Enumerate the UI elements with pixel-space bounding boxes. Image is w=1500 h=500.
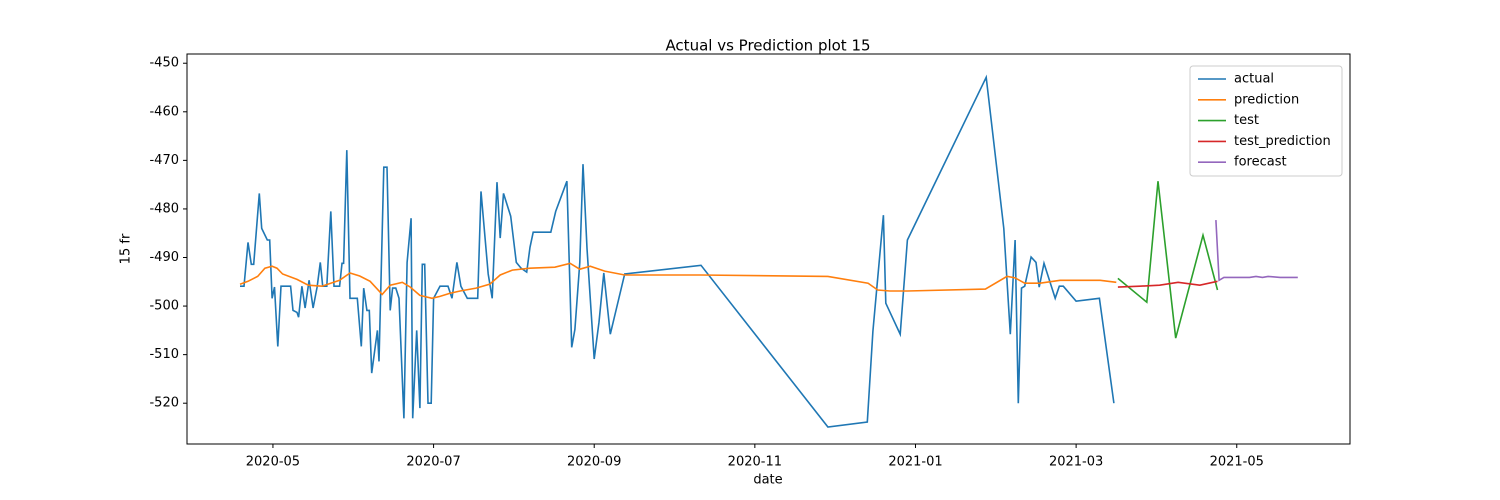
x-axis-label: date xyxy=(753,473,782,488)
y-tick-label: -480 xyxy=(149,201,179,216)
series-line xyxy=(1117,280,1218,288)
x-tick-label: 2021-05 xyxy=(1210,455,1264,470)
y-tick-label: -510 xyxy=(149,347,179,362)
y-tick-label: -520 xyxy=(149,396,179,411)
y-tick-label: -450 xyxy=(149,56,179,71)
legend-box xyxy=(1189,65,1343,177)
y-axis-label: 15 fr xyxy=(119,233,134,264)
y-tick-label: -470 xyxy=(149,153,179,168)
legend-label: test xyxy=(1234,113,1259,128)
legend-label: forecast xyxy=(1234,155,1287,170)
x-tick-label: 2021-03 xyxy=(1049,455,1103,470)
legend-label: test_prediction xyxy=(1234,134,1331,149)
x-tick-label: 2020-07 xyxy=(406,455,460,470)
x-tick-label: 2020-09 xyxy=(567,455,621,470)
legend-label: prediction xyxy=(1234,92,1299,107)
chart-title: Actual vs Prediction plot 15 xyxy=(665,37,870,55)
x-tick-label: 2020-05 xyxy=(246,455,300,470)
x-tick-label: 2021-01 xyxy=(888,455,942,470)
legend-label: actual xyxy=(1234,72,1274,87)
y-tick-label: -500 xyxy=(149,299,179,314)
x-tick-label: 2020-11 xyxy=(728,455,782,470)
y-tick-label: -490 xyxy=(149,250,179,265)
plot-frame xyxy=(186,53,1351,445)
series-line xyxy=(239,262,1117,300)
series-line xyxy=(1117,181,1219,339)
series-line xyxy=(1215,220,1298,282)
y-tick-label: -460 xyxy=(149,104,179,119)
